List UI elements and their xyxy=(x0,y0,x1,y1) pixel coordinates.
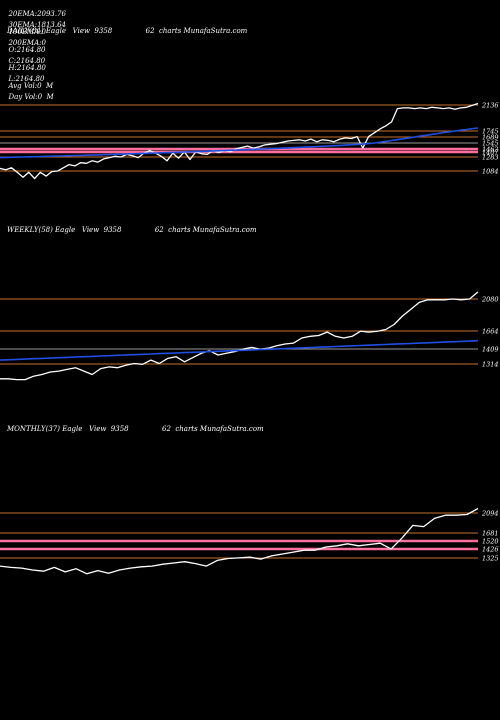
daily-level-label-1084: 1084 xyxy=(482,168,499,176)
close-label: C: xyxy=(8,57,17,65)
monthly-panel-label: MONTHLY(37) Eagle View 9358 62 charts Mu… xyxy=(7,425,264,433)
weekly-level-label-1409: 1409 xyxy=(482,346,499,354)
monthly-level-label-1520: 1520 xyxy=(482,538,499,546)
ema20-label: 20EMA: xyxy=(8,10,38,18)
day-vol-value: 0 M xyxy=(37,93,54,101)
low-value: 2164.80 xyxy=(15,75,45,83)
daily-level-label-1407: 1407 xyxy=(482,149,499,157)
ema30-value: 1813.64 xyxy=(37,21,67,29)
daily-price-line xyxy=(0,102,479,180)
avg-vol-label: Avg Vol: xyxy=(8,82,38,90)
open-value: 2164.80 xyxy=(16,46,46,54)
daily-level-label-1545: 1545 xyxy=(482,140,499,148)
weekly-panel-label: WEEKLY(58) Eagle View 9358 62 charts Mun… xyxy=(7,226,257,234)
ema100-label: 100EMA: xyxy=(8,28,42,36)
daily-level-label-1283: 1283 xyxy=(482,154,499,162)
ema20-value: 2093.76 xyxy=(37,10,67,18)
close-value: 2164.80 xyxy=(16,57,46,65)
daily-level-label-2136: 2136 xyxy=(481,102,499,110)
weekly-level-label-1664: 1664 xyxy=(482,328,499,336)
daily-panel-label: DAILY(84) Eagle View 9358 62 charts Muna… xyxy=(7,27,248,35)
monthly-level-label-2094: 2094 xyxy=(481,510,499,518)
header-row-2: 30EMA:1813.64 200EMA:0 C:2164.80 L:2164.… xyxy=(4,12,66,102)
daily-ema-line xyxy=(0,127,479,159)
header-row-1: 20EMA:2093.76 100EMA:0 O:2164.80 H:2164.… xyxy=(4,1,66,91)
high-value: 2164.80 xyxy=(16,64,46,72)
weekly-ema-line xyxy=(0,339,479,361)
weekly-level-label-2080: 2080 xyxy=(481,296,499,304)
monthly-level-label-1681: 1681 xyxy=(482,530,499,538)
monthly-level-label-1325: 1325 xyxy=(482,555,499,563)
ema100-value: 0 xyxy=(41,28,46,36)
open-label: O: xyxy=(8,46,17,54)
daily-level-label-1745: 1745 xyxy=(482,128,499,136)
monthly-level-label-1426: 1426 xyxy=(482,546,499,554)
avg-vol-value: 0 M xyxy=(37,82,54,90)
daily-level-label-1462: 1462 xyxy=(482,146,499,154)
weekly-price-line xyxy=(0,291,479,381)
weekly-level-label-1314: 1314 xyxy=(482,361,499,369)
day-vol-label: Day Vol: xyxy=(8,93,38,101)
ema30-label: 30EMA: xyxy=(8,21,38,29)
high-label: H: xyxy=(8,64,17,72)
ema200-value: 0 xyxy=(41,39,46,47)
low-label: L: xyxy=(8,75,16,83)
monthly-price-line xyxy=(0,507,479,575)
daily-level-label-1689: 1689 xyxy=(482,134,499,142)
ema200-label: 200EMA: xyxy=(8,39,42,47)
